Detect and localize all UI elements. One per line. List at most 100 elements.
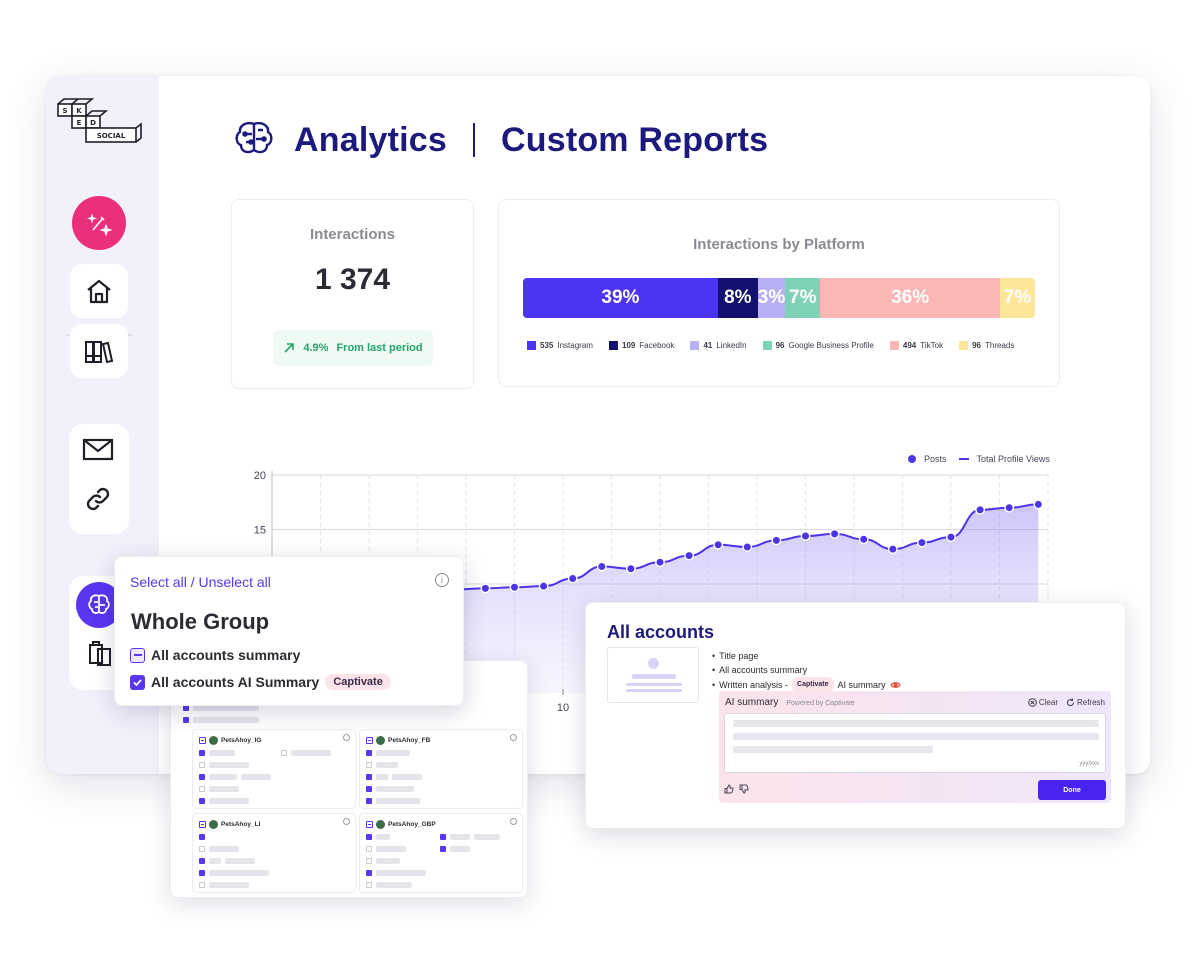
select-all-link[interactable]: Select all [130,574,187,590]
metric-row [199,846,239,852]
metric-checkbox[interactable] [199,798,205,804]
account-checkbox[interactable] [199,821,206,828]
option-all-accounts-ai-summary[interactable]: All accounts AI Summary Captivate [130,674,391,690]
legend-platform: Google Business Profile [788,341,874,350]
metric-checkbox[interactable] [199,882,205,888]
link-divider: / [190,574,195,590]
reports-button[interactable] [86,638,116,673]
post-point [771,535,782,546]
option-label: All accounts AI Summary [151,674,320,690]
thumbnail-line [632,674,676,679]
mail-icon [82,438,114,461]
metric-checkbox[interactable] [440,846,446,852]
metric-checkbox[interactable] [199,786,205,792]
metric-checkbox[interactable] [199,858,205,864]
placeholder-bar [376,750,410,756]
metric-checkbox[interactable] [199,762,205,768]
thumbs-up-icon[interactable] [724,784,734,794]
y-tick-label: 15 [254,525,266,537]
metric-checkbox[interactable] [199,750,205,756]
legend-count: 494 [902,341,917,350]
legend-item: 109 Facebook [608,341,674,350]
account-name: PetsAhoy_FB [388,737,431,744]
legend-item: 494 TikTok [889,341,944,350]
legend-platform: Instagram [557,341,593,350]
delta-label: From last period [336,342,423,354]
unselect-all-link[interactable]: Unselect all [198,574,271,590]
metric-checkbox[interactable] [366,846,372,852]
done-button[interactable]: Done [1038,780,1106,800]
option-all-accounts-summary[interactable]: All accounts summary [130,647,300,663]
metric-checkbox[interactable] [366,750,372,756]
checked-checkbox[interactable] [130,674,145,690]
metric-row [366,786,414,792]
interactions-card: Interactions 1 374 4.9% From last period [231,199,474,389]
metric-checkbox[interactable] [199,846,205,852]
platform-legend: 535 Instagram 109 Facebook 41 LinkedIn 96 Googl… [527,341,1014,350]
legend-item: 535 Instagram [527,341,593,350]
group-checkbox[interactable] [183,717,189,723]
ai-create-button[interactable] [72,196,126,250]
info-icon[interactable] [343,818,350,825]
clear-button[interactable]: Clear [1028,698,1058,707]
info-icon[interactable]: i [435,573,449,587]
metric-checkbox[interactable] [366,870,372,876]
legend-count: 535 [540,341,554,350]
text-placeholder-line [733,720,1099,727]
account-checkbox[interactable] [199,737,206,744]
metric-checkbox[interactable] [281,750,287,756]
account-card: PetsAhoy_LI [192,813,356,893]
account-card: PetsAhoy_IG [192,729,356,809]
ai-summary-box: AI summary Powered by Captivate Clear Re… [719,691,1111,803]
home-button[interactable] [70,264,128,318]
ai-summary-textarea[interactable]: yyy/xxx [724,713,1106,773]
metric-checkbox[interactable] [366,762,372,768]
section-item: • Title page [712,649,901,663]
legend-posts: Posts [924,454,947,464]
metric-row [366,882,412,888]
page-title: Custom Reports [500,120,769,159]
metric-checkbox[interactable] [366,786,372,792]
partial-checkbox[interactable] [130,647,145,663]
placeholder-bar [193,717,259,723]
brain-icon [235,121,273,154]
metric-checkbox[interactable] [366,834,372,840]
post-point [858,534,869,545]
metric-checkbox[interactable] [440,834,446,840]
platform-stacked-bar: 39% 8% 3% 7% 36% 7% [523,278,1035,318]
placeholder-bar [209,846,239,852]
posts-legend-marker [908,455,916,463]
refresh-button[interactable]: Refresh [1066,698,1105,707]
metric-checkbox[interactable] [199,834,205,840]
report-thumbnail[interactable] [607,647,699,703]
thumbs-down-icon[interactable] [739,784,749,794]
legend-item: 96 Google Business Profile [762,341,874,350]
platform-segment: 3% [757,278,786,318]
link-button[interactable] [83,484,113,519]
legend-platform: TikTok [920,341,944,350]
metric-checkbox[interactable] [366,798,372,804]
metric-row [366,846,470,852]
eye-icon[interactable] [889,681,901,689]
info-icon[interactable] [343,734,350,741]
info-icon[interactable] [510,734,517,741]
inbox-button[interactable] [82,436,114,467]
link-icon [86,487,110,511]
placeholder-bar [450,834,470,840]
metric-row [199,762,249,768]
close-circle-icon [1028,698,1037,707]
section-item: • All accounts summary [712,663,901,677]
metric-checkbox[interactable] [366,774,372,780]
metric-checkbox[interactable] [199,774,205,780]
account-checkbox[interactable] [366,821,373,828]
metric-checkbox[interactable] [366,882,372,888]
account-checkbox[interactable] [366,737,373,744]
placeholder-bar [376,846,406,852]
metric-checkbox[interactable] [366,858,372,864]
metric-row [199,870,269,876]
group-checkbox[interactable] [183,705,189,711]
placeholder-bar [474,834,500,840]
metric-checkbox[interactable] [199,870,205,876]
library-button[interactable] [70,324,128,378]
info-icon[interactable] [510,818,517,825]
